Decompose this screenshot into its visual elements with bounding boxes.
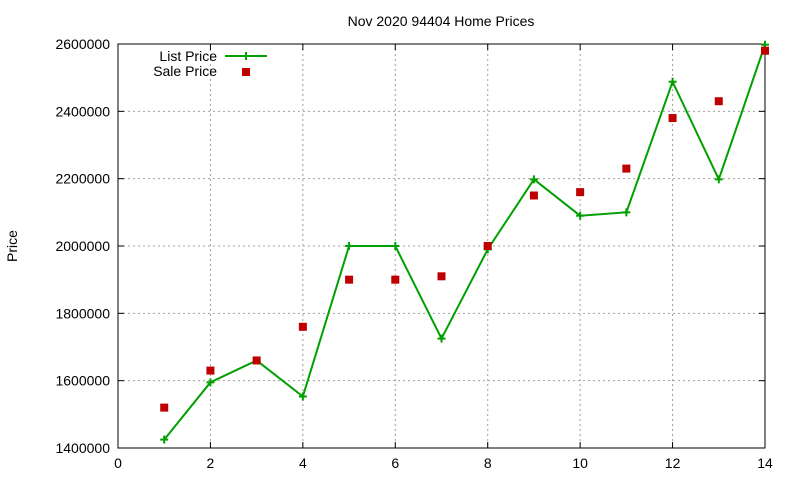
y-tick-label: 1800000	[55, 305, 110, 321]
x-tick-label: 0	[114, 455, 122, 471]
x-tick-label: 2	[207, 455, 215, 471]
legend-marker-sale-price	[242, 68, 250, 76]
data-point-sale-price	[252, 356, 261, 365]
y-tick-label: 2000000	[55, 238, 110, 254]
data-point-sale-price	[622, 164, 631, 173]
data-point-sale-price	[437, 272, 446, 281]
legend-label-sale-price: Sale Price	[153, 63, 217, 79]
data-point-list-price	[437, 334, 446, 343]
x-tick-label: 6	[391, 455, 399, 471]
data-point-list-price	[529, 175, 538, 184]
data-point-sale-price	[668, 114, 677, 123]
data-point-list-price	[298, 392, 307, 401]
data-point-list-price	[714, 175, 723, 184]
data-point-sale-price	[529, 191, 538, 200]
data-point-list-price	[345, 242, 354, 250]
y-tick-label: 2200000	[55, 171, 110, 187]
data-point-list-price	[160, 435, 169, 444]
x-tick-label: 4	[299, 455, 307, 471]
data-point-sale-price	[576, 188, 585, 197]
chart-title: Nov 2020 94404 Home Prices	[348, 13, 535, 29]
plot-frame	[117, 43, 766, 449]
legend: List Price Sale Price	[153, 48, 267, 79]
data-point-sale-price	[714, 97, 723, 106]
data-point-list-price	[576, 211, 585, 220]
x-tick-label: 12	[665, 455, 681, 471]
x-tick-label: 10	[572, 455, 588, 471]
y-tick-label: 1600000	[55, 373, 110, 389]
data-point-sale-price	[761, 46, 769, 55]
axis-ticks: 0 2 4 6 8 10 12 14 1400000 1600000 1800000 2000000 2…	[55, 36, 773, 471]
legend-label-list-price: List Price	[159, 48, 217, 64]
series-layer	[160, 40, 769, 444]
y-axis-label: Price	[4, 230, 20, 262]
x-tick-label: 14	[757, 455, 773, 471]
y-tick-label: 1400000	[55, 440, 110, 456]
series-line-list-price	[163, 44, 766, 441]
data-point-list-price	[622, 208, 631, 217]
y-tick-label: 2400000	[55, 103, 110, 119]
grid	[118, 44, 765, 448]
x-tick-label: 8	[484, 455, 492, 471]
data-point-sale-price	[345, 275, 354, 284]
data-point-sale-price	[483, 242, 492, 250]
data-point-sale-price	[206, 366, 215, 375]
data-point-sale-price	[298, 322, 307, 331]
data-point-list-price	[668, 77, 677, 86]
y-tick-label: 2600000	[55, 36, 110, 52]
data-point-sale-price	[160, 403, 169, 412]
legend-plus-marker	[242, 52, 250, 60]
data-point-sale-price	[391, 275, 400, 284]
data-point-list-price	[391, 242, 400, 250]
legend-marker-list-price	[242, 52, 250, 60]
data-point-list-price	[206, 378, 215, 387]
